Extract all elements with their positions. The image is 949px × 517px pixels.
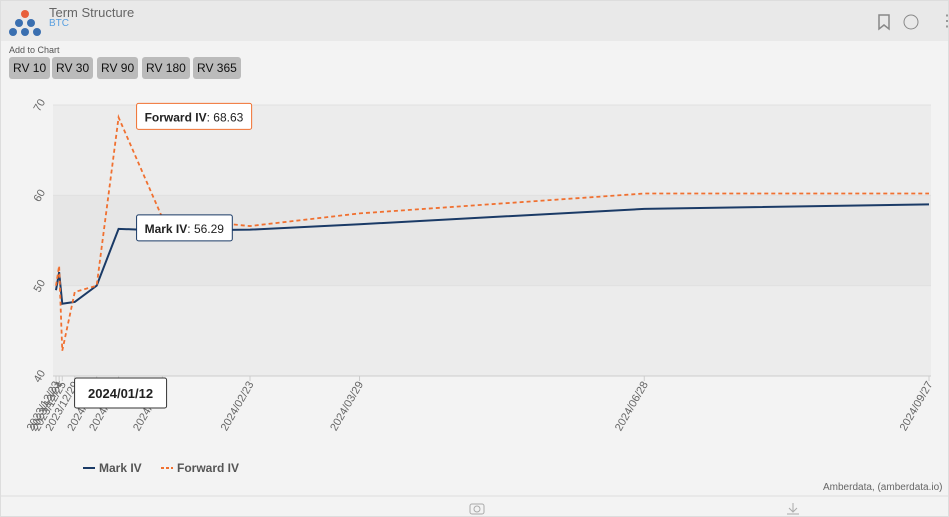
rv-button[interactable]: RV 10: [9, 57, 51, 79]
legend-label: Mark IV: [99, 461, 142, 475]
y-tick-label: 50: [32, 278, 49, 295]
add-to-chart: Add to Chart: [9, 45, 60, 55]
header-icons[interactable]: ⋮: [869, 7, 949, 37]
subtitle: BTC: [49, 18, 69, 29]
tooltip-box: [136, 102, 253, 130]
tooltip-text: Mark IV: 56.29: [145, 222, 225, 236]
tooltip-sep: :: [207, 110, 214, 124]
x-tick-label: 2024/02/23: [219, 380, 257, 434]
rv-button[interactable]: RV 365: [193, 57, 241, 79]
tooltip-value: 56.29: [194, 222, 224, 236]
tooltip-name: Mark IV: [145, 222, 188, 236]
title: Term Structure: [49, 5, 135, 20]
y-tick-label: 60: [32, 188, 49, 205]
x-tick-label: 2024/09/27: [898, 380, 936, 434]
tooltip-value: 68.63: [213, 110, 243, 124]
plot-band: [53, 285, 931, 376]
rv-button[interactable]: RV 90: [97, 57, 139, 79]
x-tooltip-box: [74, 377, 168, 409]
tooltip-name: Forward IV: [145, 110, 207, 124]
rv-button[interactable]: RV 30: [52, 57, 94, 79]
series-line: [55, 203, 930, 305]
y-tick-label: 40: [32, 368, 49, 385]
header: Term Structure BTC ⋮: [1, 1, 949, 41]
rv-button[interactable]: RV 180: [142, 57, 190, 79]
x-tooltip-text: 2024/01/12: [88, 386, 153, 401]
x-tick-label: 2024/03/29: [328, 380, 366, 434]
y-tick-label: 70: [32, 97, 49, 114]
logo: [9, 10, 41, 36]
tooltip-box: [136, 214, 233, 242]
tooltip: Forward IV: 68.63: [136, 102, 253, 130]
x-tick-label: 2024/06/28: [613, 380, 651, 434]
svg-text:⋮: ⋮: [939, 13, 949, 30]
tooltip-text: Forward IV: 68.63: [145, 110, 244, 124]
credit: Amberdata, (amberdata.io): [823, 482, 943, 493]
footer-icons[interactable]: [469, 503, 799, 515]
tooltip-sep: :: [187, 222, 194, 236]
tooltip: Mark IV: 56.29: [136, 214, 233, 242]
legend-label: Forward IV: [177, 461, 239, 475]
series-line: [55, 114, 929, 351]
